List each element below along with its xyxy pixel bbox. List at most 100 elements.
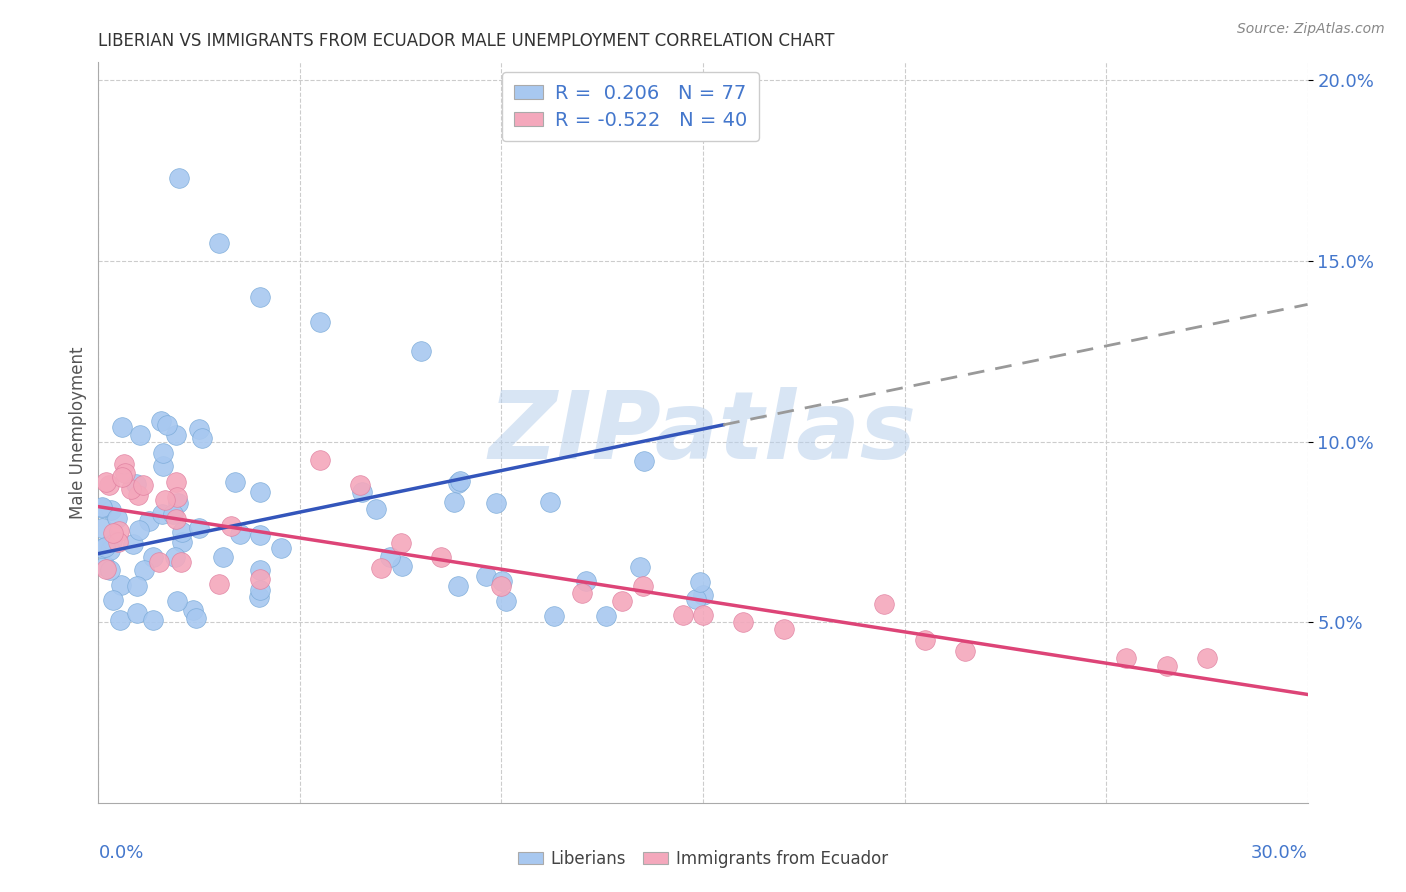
Point <box>125 578 148 592</box>
Point <box>148 555 170 569</box>
Point <box>211 550 233 565</box>
Point <box>181 603 204 617</box>
Point <box>162 507 184 521</box>
Point <box>127 488 149 502</box>
Point <box>229 527 252 541</box>
Y-axis label: Male Unemployment: Male Unemployment <box>69 346 87 519</box>
Point <box>370 561 392 575</box>
Point <box>443 495 465 509</box>
Point <box>495 593 517 607</box>
Point <box>772 623 794 637</box>
Point <box>447 579 470 593</box>
Point <box>389 535 412 549</box>
Point <box>309 316 332 330</box>
Point <box>491 579 513 593</box>
Point <box>108 613 131 627</box>
Point <box>132 563 155 577</box>
Point <box>166 490 188 504</box>
Point <box>190 431 212 445</box>
Point <box>249 528 271 542</box>
Text: 30.0%: 30.0% <box>1251 844 1308 862</box>
Point <box>166 594 188 608</box>
Point <box>121 482 143 496</box>
Point <box>953 644 976 658</box>
Legend: R =  0.206   N = 77, R = -0.522   N = 40: R = 0.206 N = 77, R = -0.522 N = 40 <box>502 72 759 141</box>
Point <box>98 563 121 577</box>
Point <box>873 597 896 611</box>
Point <box>98 543 121 558</box>
Point <box>169 555 191 569</box>
Point <box>96 562 118 576</box>
Point <box>107 535 129 549</box>
Point <box>1156 658 1178 673</box>
Point <box>101 526 124 541</box>
Point <box>129 428 152 442</box>
Point <box>631 579 654 593</box>
Point <box>170 535 193 549</box>
Point <box>184 611 207 625</box>
Point <box>349 478 371 492</box>
Point <box>391 559 413 574</box>
Point <box>170 525 193 540</box>
Point <box>914 633 936 648</box>
Point <box>98 478 121 492</box>
Point <box>122 537 145 551</box>
Point <box>187 521 209 535</box>
Point <box>167 171 190 186</box>
Point <box>447 475 470 490</box>
Point <box>166 496 188 510</box>
Point <box>449 475 471 489</box>
Point <box>672 607 695 622</box>
Point <box>270 541 292 555</box>
Point <box>114 467 136 481</box>
Point <box>249 583 271 598</box>
Point <box>543 608 565 623</box>
Text: ZIPatlas: ZIPatlas <box>489 386 917 479</box>
Point <box>91 521 114 535</box>
Point <box>153 492 176 507</box>
Point <box>689 575 711 590</box>
Point <box>628 560 651 574</box>
Point <box>125 606 148 620</box>
Point <box>138 514 160 528</box>
Point <box>1115 651 1137 665</box>
Point <box>249 563 271 577</box>
Point <box>124 477 146 491</box>
Point <box>156 417 179 432</box>
Point <box>692 607 714 622</box>
Point <box>94 559 117 574</box>
Point <box>165 512 187 526</box>
Point <box>91 541 114 555</box>
Point <box>475 569 498 583</box>
Point <box>208 235 231 250</box>
Point <box>575 574 598 588</box>
Point <box>208 576 231 591</box>
Point <box>111 469 134 483</box>
Point <box>692 588 714 602</box>
Point <box>165 428 187 442</box>
Point <box>491 574 513 588</box>
Point <box>485 496 508 510</box>
Point <box>409 344 432 359</box>
Point <box>538 494 561 508</box>
Point <box>633 454 655 468</box>
Point <box>224 475 246 490</box>
Point <box>1195 651 1218 665</box>
Point <box>733 615 755 630</box>
Point <box>91 500 114 515</box>
Point <box>612 593 634 607</box>
Point <box>249 485 271 500</box>
Point <box>163 549 186 564</box>
Point <box>249 572 271 586</box>
Legend: Liberians, Immigrants from Ecuador: Liberians, Immigrants from Ecuador <box>510 844 896 875</box>
Point <box>219 519 242 533</box>
Point <box>165 475 187 489</box>
Point <box>142 613 165 627</box>
Point <box>350 485 373 500</box>
Point <box>152 507 174 521</box>
Point <box>430 550 453 565</box>
Point <box>100 502 122 516</box>
Text: LIBERIAN VS IMMIGRANTS FROM ECUADOR MALE UNEMPLOYMENT CORRELATION CHART: LIBERIAN VS IMMIGRANTS FROM ECUADOR MALE… <box>98 32 835 50</box>
Point <box>105 510 128 524</box>
Point <box>364 502 387 516</box>
